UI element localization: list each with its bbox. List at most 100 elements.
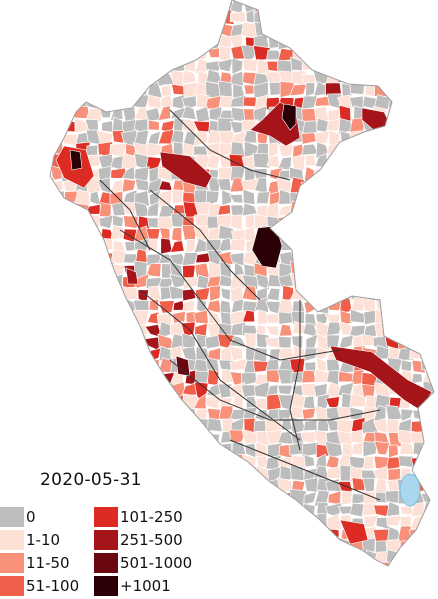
district-region: [254, 478, 270, 493]
district-region: [397, 12, 415, 26]
district-region: [373, 504, 391, 517]
district-region: [50, 419, 56, 431]
district-region: [194, 408, 209, 421]
district-region: [302, 200, 319, 219]
district-region: [349, 502, 365, 518]
district-region: [97, 407, 112, 423]
district-region: [385, 45, 399, 63]
district-region: [325, 0, 343, 13]
district-region: [195, 477, 210, 495]
district-region: [349, 47, 366, 62]
district-region: [339, 154, 354, 170]
district-region: [110, 322, 127, 339]
district-region: [410, 154, 425, 169]
district-region: [50, 176, 55, 195]
district-region: [341, 490, 353, 506]
district-region: [50, 456, 53, 471]
district-region: [100, 418, 113, 431]
district-region: [72, 429, 90, 447]
district-region: [157, 441, 175, 457]
district-region: [337, 549, 352, 566]
district-region: [135, 11, 151, 26]
district-region: [50, 396, 66, 410]
district-region: [316, 11, 331, 27]
district-region: [50, 441, 66, 457]
district-region: [397, 237, 412, 254]
district-region: [387, 81, 402, 96]
district-region: [389, 574, 401, 588]
district-region: [62, 334, 77, 347]
legend-swatch: [94, 576, 118, 596]
district-region: [351, 441, 364, 456]
district-region: [50, 261, 67, 277]
district-region: [85, 0, 100, 15]
district-region: [229, 273, 245, 290]
district-region: [292, 516, 307, 531]
district-region: [348, 201, 367, 219]
district-region: [304, 165, 319, 183]
district-region: [302, 262, 317, 279]
district-region: [387, 468, 401, 481]
district-region: [111, 129, 124, 144]
district-region: [156, 0, 173, 15]
district-region: [302, 526, 317, 541]
legend-item-0: 0: [0, 506, 36, 528]
district-region: [254, 575, 268, 590]
district-region: [397, 36, 412, 49]
district-region: [50, 261, 52, 278]
district-region: [423, 9, 434, 26]
district-region: [85, 286, 103, 301]
district-region: [185, 465, 198, 481]
district-region: [75, 261, 91, 278]
district-region: [73, 215, 90, 231]
district-region: [50, 106, 52, 120]
district-region: [133, 94, 150, 109]
legend-swatch: [0, 507, 24, 527]
district-region: [401, 0, 412, 14]
district-region: [159, 394, 175, 408]
district-region: [421, 274, 434, 291]
district-region: [423, 204, 434, 219]
district-region: [385, 130, 400, 145]
district-region: [86, 395, 102, 411]
district-region: [388, 34, 401, 51]
district-region: [398, 312, 415, 324]
district-region: [53, 298, 65, 314]
district-region: [182, 442, 198, 456]
district-region: [111, 0, 126, 14]
district-region: [277, 23, 295, 39]
district-region: [435, 417, 438, 433]
district-region: [326, 369, 340, 386]
district-region: [339, 274, 353, 291]
district-region: [50, 81, 52, 97]
district-region: [268, 12, 282, 27]
district-region: [400, 47, 413, 60]
district-region: [169, 240, 185, 253]
district-region: [84, 311, 101, 326]
district-region: [351, 560, 365, 566]
district-region: [121, 394, 138, 411]
district-region: [65, 215, 77, 229]
district-region: [326, 285, 339, 303]
district-region: [265, 325, 279, 336]
district-region: [421, 285, 434, 301]
district-region: [421, 444, 434, 459]
district-region: [241, 202, 258, 217]
district-region: [432, 488, 434, 507]
district-region: [338, 47, 355, 63]
district-region: [87, 456, 102, 471]
district-region: [159, 480, 174, 494]
district-region: [160, 84, 173, 97]
district-region: [424, 33, 434, 49]
district-region: [327, 276, 340, 289]
district-region: [110, 224, 125, 241]
legend-label: +1001: [120, 577, 171, 595]
district-region: [216, 491, 235, 503]
district-region: [363, 227, 378, 242]
district-region: [50, 490, 66, 507]
district-region: [244, 213, 255, 229]
district-region: [413, 10, 424, 26]
district-region: [230, 165, 246, 182]
district-region: [352, 238, 363, 254]
district-region: [350, 272, 367, 291]
